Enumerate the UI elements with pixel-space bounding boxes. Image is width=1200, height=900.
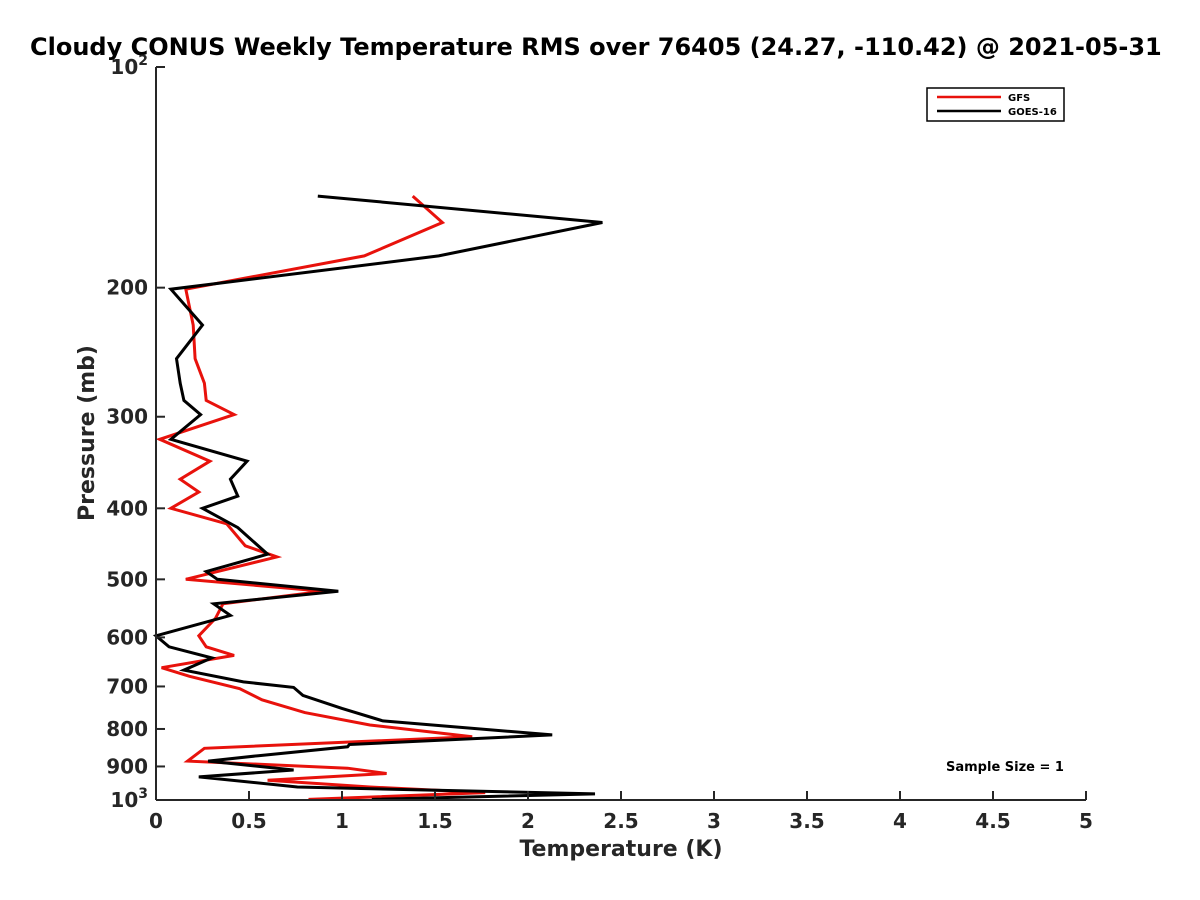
x-tick-label: 0.5 <box>231 809 266 833</box>
chart-title: Cloudy CONUS Weekly Temperature RMS over… <box>30 33 1162 61</box>
x-tick-label: 3.5 <box>789 809 824 833</box>
y-tick-label: 400 <box>106 496 148 520</box>
y-tick-label: 700 <box>106 674 148 698</box>
y-tick-label: 600 <box>106 625 148 649</box>
series-layer <box>152 194 603 801</box>
x-tick-label: 3 <box>707 809 721 833</box>
y-tick-label: 800 <box>106 717 148 741</box>
x-tick-label: 2 <box>521 809 535 833</box>
y-tick-label: 500 <box>106 567 148 591</box>
legend-label-goes16: GOES-16 <box>1008 107 1057 118</box>
y-tick-label: 102 <box>110 53 148 79</box>
y-ticks: 102 200 300 400 500 600 700 800 900 103 <box>106 53 165 812</box>
y-axis-label: Pressure (mb) <box>75 345 100 521</box>
series-line-goes-16 <box>152 194 603 801</box>
x-tick-label: 4.5 <box>975 809 1010 833</box>
y-tick-label: 300 <box>106 405 148 429</box>
legend-box <box>926 87 1065 122</box>
x-tick-label: 4 <box>893 809 907 833</box>
y-tick-label: 900 <box>106 754 148 778</box>
x-tick-label: 1 <box>335 809 349 833</box>
legend-label-gfs: GFS <box>1008 93 1030 104</box>
x-tick-label: 1.5 <box>417 809 452 833</box>
legend: GFS GOES-16 <box>926 87 1065 122</box>
sample-size-annotation: Sample Size = 1 <box>946 760 1064 775</box>
x-axis-label: Temperature (K) <box>519 837 722 862</box>
x-tick-label: 0 <box>149 809 163 833</box>
x-tick-label: 2.5 <box>603 809 638 833</box>
x-tick-label: 5 <box>1079 809 1093 833</box>
y-tick-label: 103 <box>110 786 148 812</box>
y-tick-label: 200 <box>106 276 148 300</box>
x-ticks: 0 0.5 1 1.5 2 2.5 3 3.5 4 4.5 5 <box>149 791 1093 833</box>
